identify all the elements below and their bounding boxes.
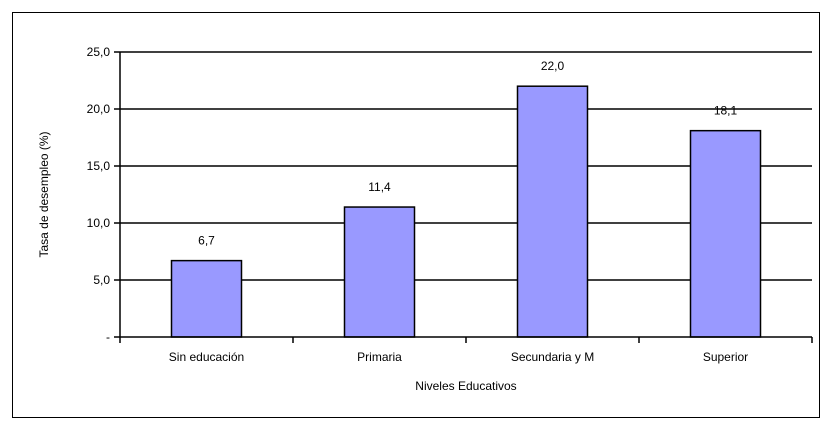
y-tick-label: 25,0: [87, 45, 111, 59]
y-axis-title: Tasa de desempleo (%): [37, 131, 51, 257]
x-tick-label-3: Secundaria y M: [511, 350, 594, 364]
y-tick-label: 10,0: [87, 216, 111, 230]
bar-4: [689, 129, 762, 338]
x-tick-label-4: Superior: [703, 350, 748, 364]
axes: [114, 51, 813, 343]
y-tick-label: -: [106, 330, 110, 344]
bars: [170, 85, 762, 338]
data-label-2: 11,4: [368, 180, 391, 194]
x-tick-label-2: Primaria: [357, 350, 402, 364]
y-tick-label: 5,0: [93, 273, 110, 287]
y-tick-label: 20,0: [87, 102, 111, 116]
bar-3: [516, 85, 589, 338]
x-tick-label-1: Sin educación: [169, 350, 244, 364]
y-tick-labels: - 5,0 10,0 15,0 20,0 25,0: [87, 45, 111, 344]
x-tick-labels: Sin educación Primaria Secundaria y M Super…: [169, 350, 748, 364]
x-axis-title: Niveles Educativos: [415, 379, 516, 393]
bar-2: [343, 206, 416, 338]
bar-1: [170, 259, 243, 338]
data-label-1: 6,7: [198, 234, 215, 248]
data-label-4: 18,1: [714, 104, 738, 118]
data-labels: 6,7 11,4 22,0 18,1: [198, 59, 737, 247]
data-label-3: 22,0: [541, 59, 565, 73]
chart-frame: [12, 12, 820, 418]
y-tick-label: 15,0: [87, 159, 111, 173]
